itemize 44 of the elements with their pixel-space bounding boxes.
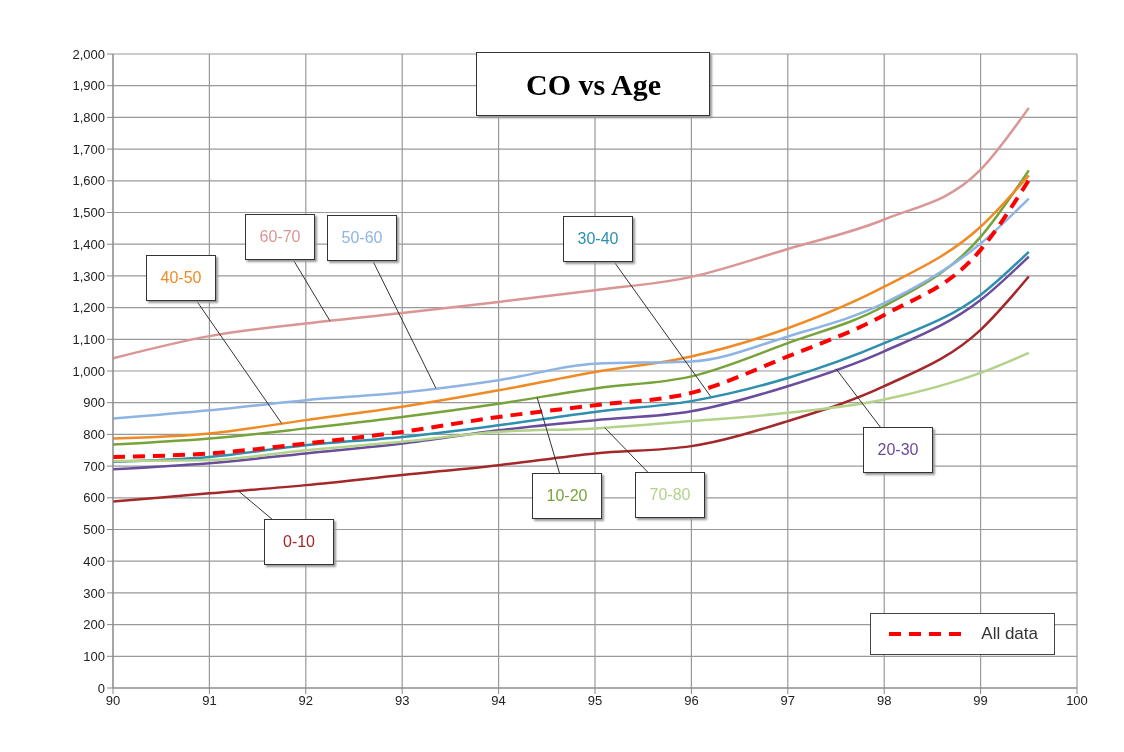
y-tick-label: 1,100	[72, 331, 105, 347]
text: 60-70	[245, 214, 315, 260]
y-tick-label: 900	[83, 395, 105, 411]
y-tick-label: 700	[83, 458, 105, 474]
text: 0-10	[264, 519, 334, 565]
x-tick-label: 99	[973, 693, 988, 709]
text: 50-60	[327, 215, 397, 261]
text: 30-40	[563, 216, 633, 262]
y-tick-label: 400	[83, 553, 105, 569]
y-tick-label: 1,600	[72, 173, 105, 189]
y-tick-label: 1,700	[72, 141, 105, 157]
y-tick-label: 1,900	[72, 78, 105, 94]
x-tick-label: 91	[202, 693, 217, 709]
text: 40-50	[146, 255, 216, 301]
x-tick-label: 97	[780, 693, 796, 709]
y-tick-label: 0	[97, 680, 105, 696]
y-tick-label: 500	[83, 522, 105, 538]
y-tick-label: 300	[83, 585, 105, 601]
y-tick-label: 1,400	[72, 236, 105, 252]
y-tick-label: 1,200	[72, 300, 105, 316]
x-tick-label: 98	[876, 693, 892, 709]
text: 70-80	[635, 472, 705, 518]
x-tick-label: 95	[587, 693, 603, 709]
x-tick-label: 93	[394, 693, 410, 709]
x-tick-label: 94	[491, 693, 506, 709]
y-tick-label: 1,500	[72, 205, 105, 221]
x-tick-label: 92	[298, 693, 314, 709]
line-series	[113, 197, 1031, 420]
x-tick-label: 90	[105, 693, 121, 709]
x-tick-label: 100	[1066, 693, 1088, 709]
y-tick-label: 100	[83, 648, 105, 664]
text: 20-30	[863, 427, 933, 473]
y-tick-label: 1,300	[72, 268, 105, 284]
legend-label: All data	[981, 624, 1038, 644]
line-series	[113, 106, 1031, 360]
y-tick-label: 2,000	[72, 46, 105, 62]
x-tick-label: 96	[684, 693, 699, 709]
y-tick-label: 200	[83, 617, 105, 633]
y-tick-label: 800	[83, 427, 105, 443]
line-series	[113, 351, 1031, 463]
text: 10-20	[532, 473, 602, 519]
y-tick-label: 600	[83, 490, 105, 506]
y-tick-label: 1,800	[72, 110, 105, 126]
y-tick-label: 1,000	[72, 363, 105, 379]
